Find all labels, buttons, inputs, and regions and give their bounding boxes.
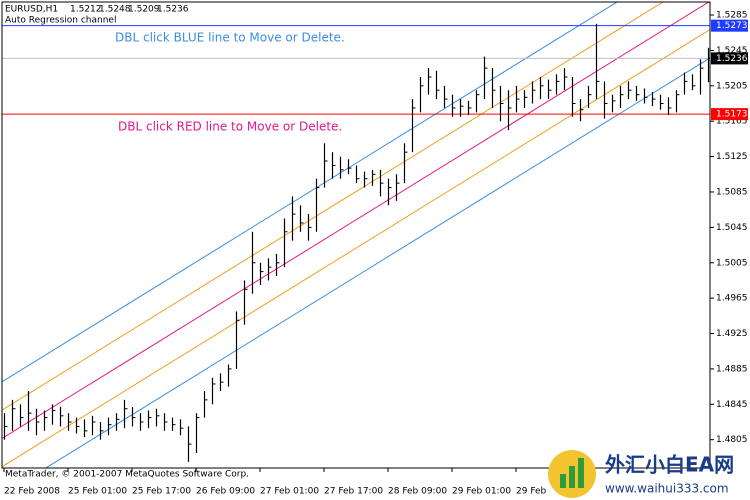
plot-area	[2, 2, 710, 468]
symbol: EURUSD,H1	[5, 5, 58, 15]
x-tick-label: 22 Feb 2008	[4, 487, 60, 497]
x-tick-label: 27 Feb 01:00	[260, 487, 319, 497]
y-tick-label: 1.5245	[716, 46, 748, 56]
y-tick-label: 1.5125	[716, 152, 748, 162]
y-tick-label: 1.5045	[716, 223, 748, 233]
y-tick-label: 1.5165	[716, 117, 748, 127]
price-label: 1.5236	[716, 54, 748, 64]
indicator-name: Auto Regression channel	[5, 16, 116, 26]
x-tick-label: 25 Feb 01:00	[68, 487, 127, 497]
ohlc-high: 1.5248	[99, 5, 131, 15]
annotation: DBL click RED line to Move or Delete.	[118, 120, 342, 134]
channel-line	[2, 2, 619, 383]
copyright: MetaTrader, © 2001-2007 MetaQuotes Softw…	[5, 470, 249, 480]
x-tick-label: 25 Feb 17:00	[132, 487, 191, 497]
watermark-title: 外汇小白EA网	[605, 453, 734, 477]
y-tick-label: 1.5085	[716, 187, 748, 197]
channel-line	[2, 2, 710, 440]
y-tick-label: 1.5005	[716, 258, 748, 268]
ohlc-open: 1.5212	[70, 5, 102, 15]
price-label: 1.5273	[716, 21, 748, 31]
y-tick-label: 1.4845	[716, 400, 748, 410]
x-tick-label: 26 Feb 09:00	[196, 487, 255, 497]
price-label-bg	[711, 108, 748, 121]
x-tick-label: 29 Feb	[516, 487, 547, 497]
y-tick-label: 1.4925	[716, 329, 748, 339]
watermark-logo-bar	[560, 474, 566, 488]
y-tick-label: 1.4965	[716, 294, 748, 304]
price-label: 1.5173	[716, 110, 748, 120]
price-label-bg	[711, 19, 748, 32]
y-tick-label: 1.5285	[716, 11, 748, 21]
plot-frame	[1, 1, 711, 469]
x-tick-label: 28 Feb 09:00	[388, 487, 447, 497]
channel-line	[2, 2, 664, 411]
ohlc-close: 1.5236	[157, 5, 189, 15]
ohlc-low: 1.5209	[128, 5, 160, 15]
y-tick-label: 1.4885	[716, 364, 748, 374]
y-tick-label: 1.5205	[716, 81, 748, 91]
watermark-url: www.waihui333.com	[605, 482, 729, 496]
price-label-bg	[711, 52, 748, 65]
x-tick-label: 27 Feb 17:00	[324, 487, 383, 497]
y-tick-label: 1.4805	[716, 435, 748, 445]
x-tick-label: 29 Feb 01:00	[452, 487, 511, 497]
annotation: DBL click BLUE line to Move or Delete.	[115, 31, 345, 45]
watermark-logo-bar	[569, 466, 575, 488]
watermark: 外汇小白EA网 www.waihui333.com	[548, 450, 734, 498]
watermark-logo-bar	[578, 458, 584, 488]
channel-line	[44, 57, 710, 468]
channel-line	[2, 28, 710, 468]
